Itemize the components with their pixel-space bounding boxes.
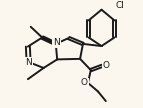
Text: O: O (81, 78, 88, 87)
Text: N: N (53, 38, 60, 47)
Text: O: O (102, 61, 109, 70)
Text: N: N (25, 58, 32, 67)
Text: Cl: Cl (116, 1, 125, 10)
